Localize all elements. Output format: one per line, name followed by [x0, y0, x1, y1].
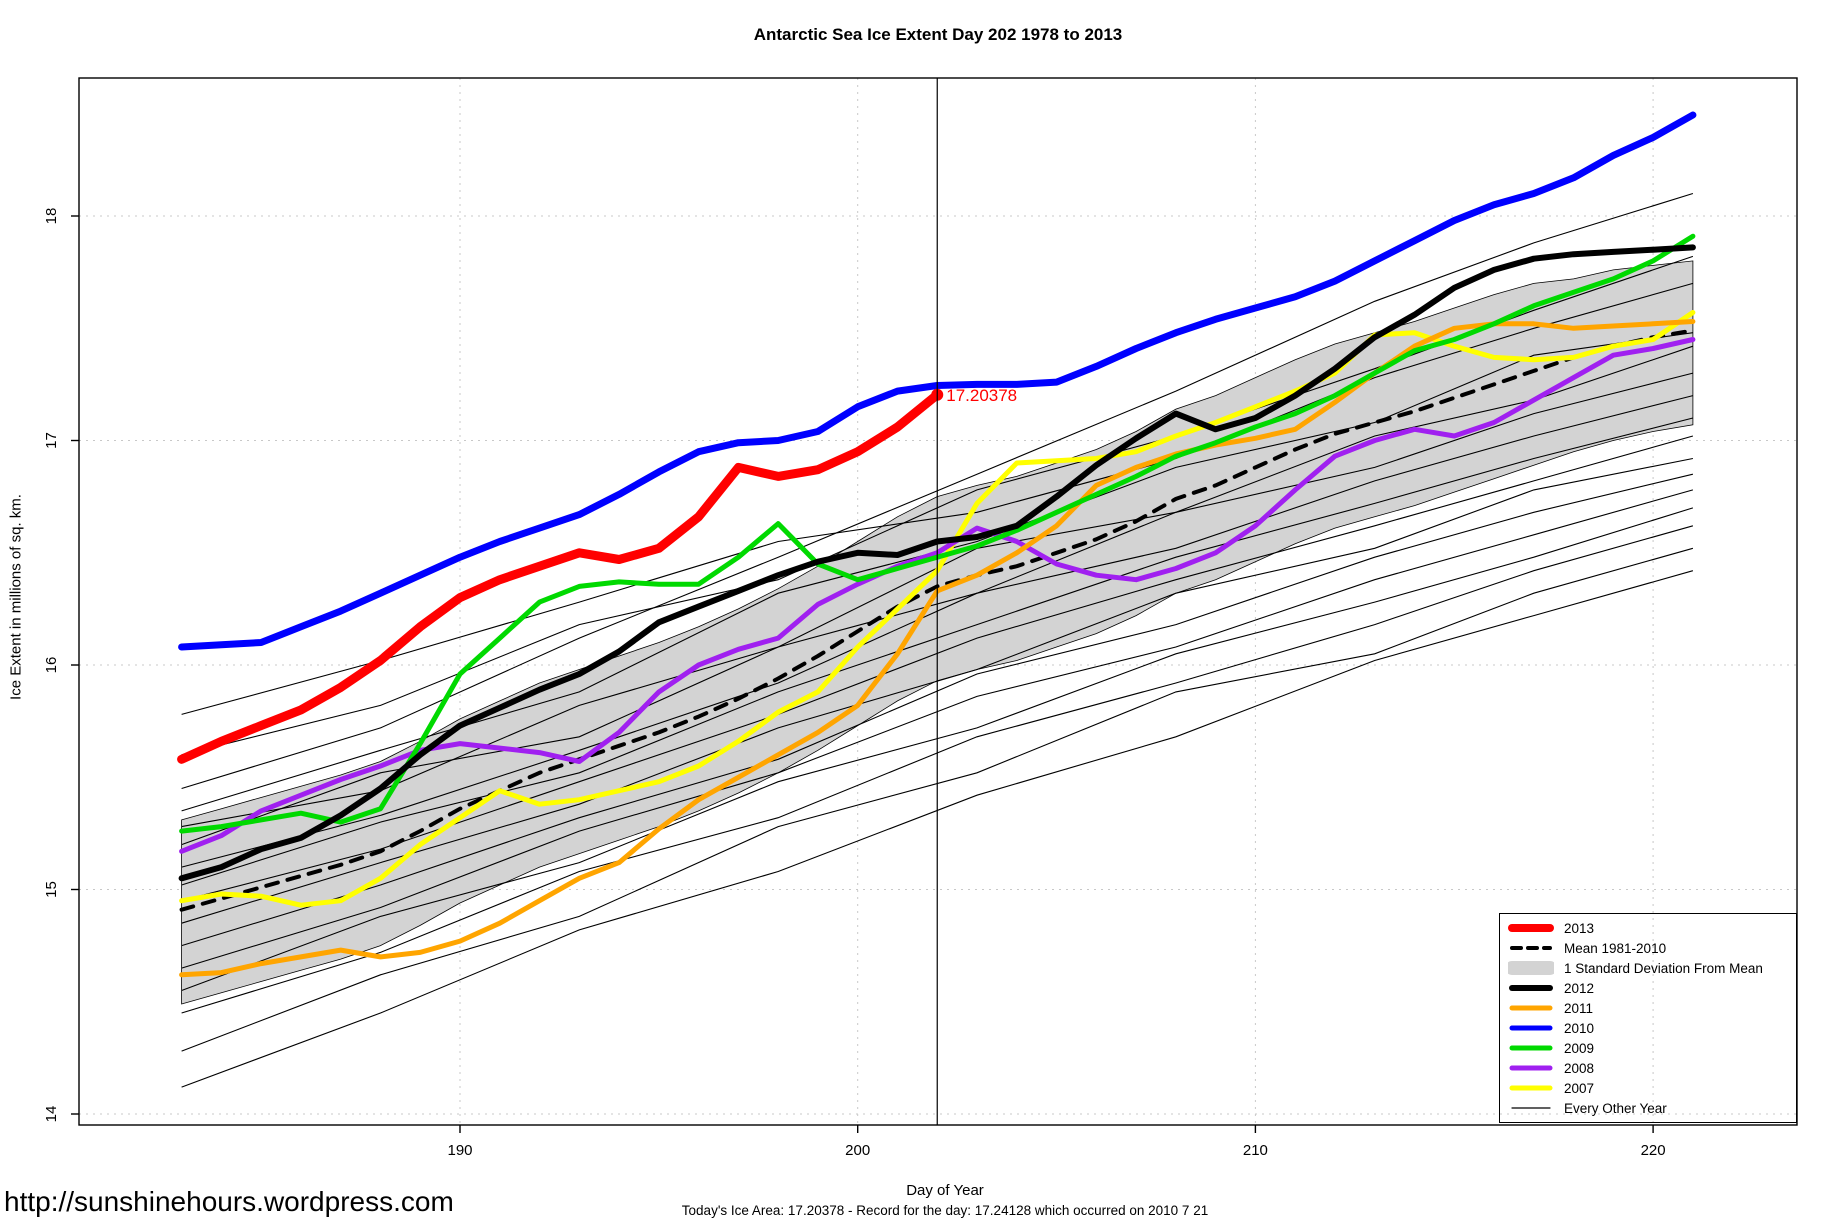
- legend-label: 2013: [1564, 920, 1595, 936]
- plot-border: [78, 77, 1798, 1126]
- every-other-year-line: [181, 547, 1694, 1052]
- legend-item: 2008: [1500, 1059, 1796, 1077]
- y-axis-label: Ice Extent in millions of sq. km.: [7, 494, 25, 700]
- every-other-year-line: [181, 395, 1694, 868]
- legend-swatch-2007: [1509, 1085, 1553, 1091]
- legend-swatch-2013: [1508, 924, 1554, 932]
- legend-label: Every Other Year: [1564, 1100, 1667, 1116]
- today-value-annotation: 17.20378: [946, 386, 1017, 405]
- legend-swatch-2010: [1509, 1025, 1553, 1031]
- legend: 2013 Mean 1981-2010 1 Standard Deviation F…: [1499, 913, 1797, 1123]
- every-other-year-line: [181, 473, 1694, 947]
- legend-label: 2008: [1564, 1060, 1595, 1076]
- legend-swatch-2011: [1509, 1005, 1553, 1011]
- legend-swatch-every-other-year: [1511, 1107, 1551, 1109]
- every-other-year-line: [181, 332, 1693, 812]
- legend-swatch-1-standard-deviation-from-mean: [1508, 961, 1554, 975]
- legend-item: 2012: [1500, 979, 1796, 997]
- chart-title: Antarctic Sea Ice Extent Day 202 1978 to…: [753, 25, 1123, 44]
- legend-swatch-2008: [1509, 1065, 1553, 1071]
- every-other-year-line: [181, 570, 1694, 1088]
- legend-item: 1 Standard Deviation From Mean: [1500, 959, 1796, 977]
- legend-label: 2010: [1564, 1020, 1595, 1036]
- legend-swatch-2009: [1509, 1045, 1553, 1051]
- series-2013: [177, 390, 942, 764]
- x-tick-label: 220: [1641, 1142, 1666, 1159]
- footer-subtitle: Today's Ice Area: 17.20378 - Record for …: [681, 1203, 1209, 1218]
- legend-swatch-mean-1981-2010: [1510, 946, 1552, 950]
- x-tick-label: 190: [447, 1142, 472, 1159]
- legend-item: Every Other Year: [1500, 1099, 1796, 1117]
- every-other-year-line: [181, 457, 1694, 924]
- every-other-year-line: [181, 525, 1694, 1014]
- legend-label: Mean 1981-2010: [1564, 940, 1667, 956]
- legend-swatch-2012: [1509, 985, 1553, 991]
- y-tick-label: 16: [43, 657, 60, 674]
- y-tick-label: 17: [43, 432, 60, 449]
- legend-item: Mean 1981-2010: [1500, 939, 1796, 957]
- x-tick-label: 210: [1243, 1142, 1268, 1159]
- y-tick-label: 18: [43, 208, 60, 225]
- legend-item: 2009: [1500, 1039, 1796, 1057]
- legend-label: 1 Standard Deviation From Mean: [1564, 960, 1763, 976]
- legend-item: 2011: [1500, 999, 1796, 1017]
- legend-label: 2012: [1564, 980, 1595, 996]
- x-axis-label: Day of Year: [906, 1182, 984, 1199]
- y-tick-label: 14: [43, 1106, 60, 1123]
- legend-label: 2007: [1564, 1080, 1595, 1096]
- y-tick-label: 15: [43, 881, 60, 898]
- every-other-year-line: [181, 489, 1694, 969]
- x-tick-label: 200: [845, 1142, 870, 1159]
- every-other-year-line: [181, 282, 1694, 715]
- every-other-year-line: [181, 417, 1694, 886]
- site-url: http://sunshinehours.wordpress.com: [4, 1186, 454, 1217]
- legend-item: 2010: [1500, 1019, 1796, 1037]
- legend-item: 2007: [1500, 1079, 1796, 1097]
- legend-item: 2013: [1500, 919, 1796, 937]
- legend-label: 2009: [1564, 1040, 1595, 1056]
- every-other-year-line: [181, 507, 1694, 992]
- legend-label: 2011: [1564, 1000, 1594, 1016]
